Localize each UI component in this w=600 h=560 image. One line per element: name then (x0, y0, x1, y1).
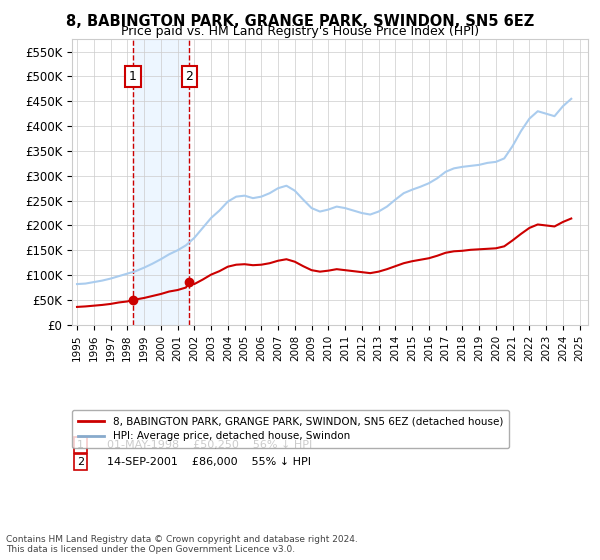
Text: 14-SEP-2001    £86,000    55% ↓ HPI: 14-SEP-2001 £86,000 55% ↓ HPI (100, 457, 311, 467)
Text: Price paid vs. HM Land Registry's House Price Index (HPI): Price paid vs. HM Land Registry's House … (121, 25, 479, 38)
Bar (133, 39, 190, 325)
Text: 01-MAY-1998    £50,250    56% ↓ HPI: 01-MAY-1998 £50,250 56% ↓ HPI (100, 440, 313, 450)
Text: 2: 2 (185, 70, 193, 83)
Text: 1: 1 (129, 70, 137, 83)
Text: 8, BABINGTON PARK, GRANGE PARK, SWINDON, SN5 6EZ: 8, BABINGTON PARK, GRANGE PARK, SWINDON,… (66, 14, 534, 29)
Text: 2: 2 (77, 457, 84, 467)
Text: 1: 1 (77, 440, 84, 450)
Text: Contains HM Land Registry data © Crown copyright and database right 2024.
This d: Contains HM Land Registry data © Crown c… (6, 535, 358, 554)
Legend: 8, BABINGTON PARK, GRANGE PARK, SWINDON, SN5 6EZ (detached house), HPI: Average : 8, BABINGTON PARK, GRANGE PARK, SWINDON,… (72, 410, 509, 447)
